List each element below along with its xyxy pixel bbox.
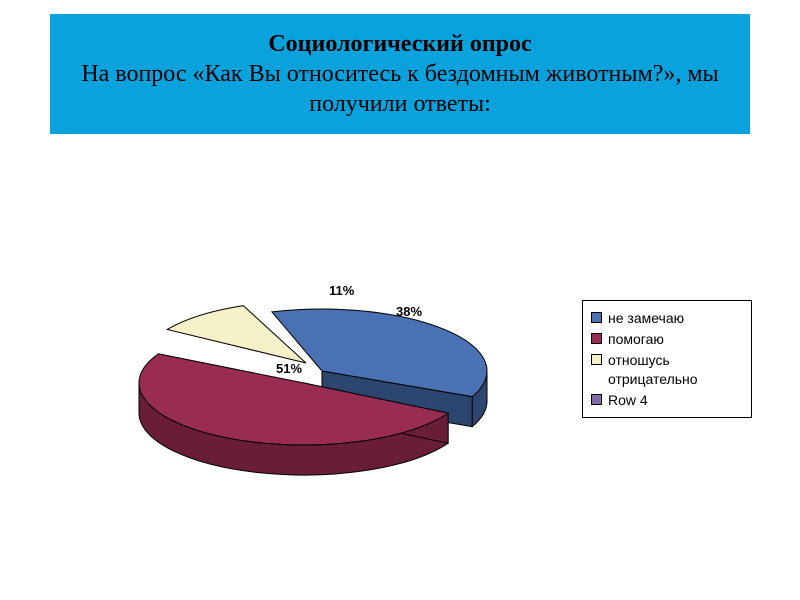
pie-chart (100, 260, 520, 500)
header-banner: Социологический опрос На вопрос «Как Вы … (50, 14, 750, 134)
legend-item: отношусьотрицательно (591, 351, 743, 389)
pie-svg (100, 260, 520, 500)
title-rest: На вопрос «Как Вы относитесь к бездомным… (70, 59, 730, 119)
legend-item: Row 4 (591, 391, 743, 410)
legend-swatch-1 (591, 333, 602, 344)
legend-text-2: отношусьотрицательно (608, 351, 743, 389)
legend-text-1: помогаю (608, 330, 743, 349)
legend-text-3: Row 4 (608, 391, 743, 410)
legend-item: помогаю (591, 330, 743, 349)
legend-item: не замечаю (591, 309, 743, 328)
legend-swatch-3 (591, 394, 602, 405)
legend-swatch-2 (591, 354, 602, 365)
legend-text-0: не замечаю (608, 309, 743, 328)
legend: не замечаю помогаю отношусьотрицательно … (582, 300, 752, 418)
title-bold: Социологический опрос (268, 29, 531, 59)
legend-swatch-0 (591, 312, 602, 323)
